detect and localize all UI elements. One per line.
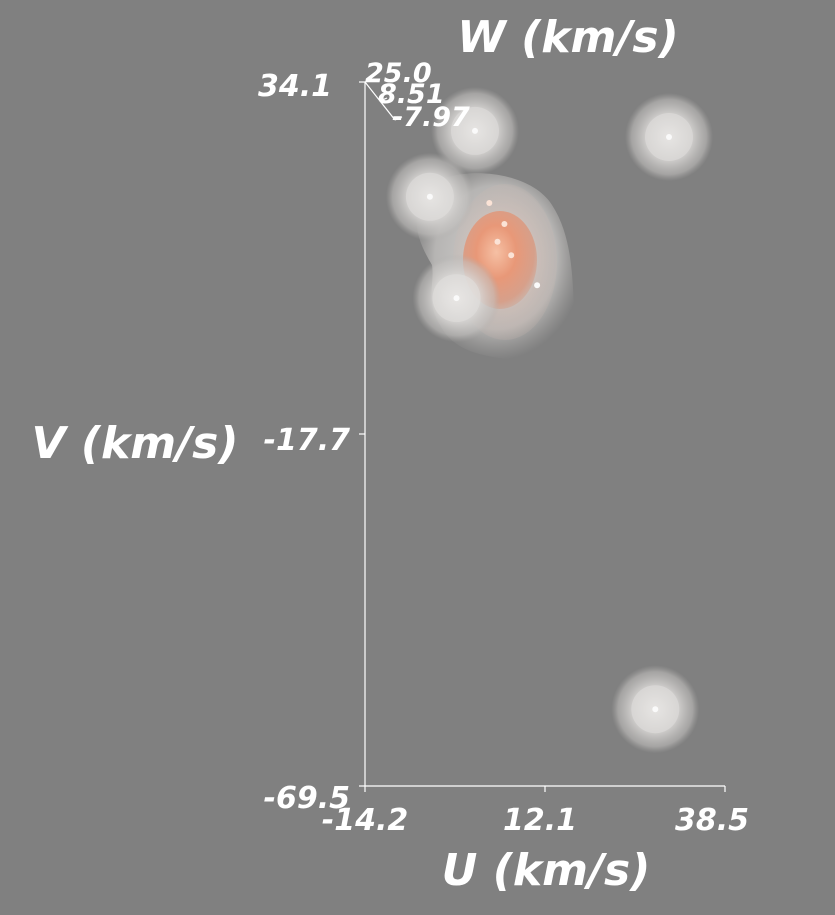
data-point-2: [426, 193, 433, 200]
data-points: [426, 127, 672, 713]
data-point-3: [486, 200, 493, 206]
data-point-4: [501, 221, 508, 227]
axes: [359, 78, 726, 792]
w-axis-title: W (km/s): [457, 12, 678, 63]
w-tick-label-3: -7.97: [392, 102, 470, 133]
data-point-5: [494, 238, 501, 245]
v-tick-label-mid: -17.7: [264, 423, 351, 458]
data-point-7: [534, 282, 541, 289]
v-tick-label-bottom: -69.5: [264, 781, 350, 816]
data-point-0: [472, 127, 478, 134]
u-tick-label-left: -14.2: [322, 803, 408, 838]
w-tick-3: [394, 116, 403, 121]
w-tick-1: [364, 78, 373, 83]
data-point-8: [453, 295, 460, 302]
data-point-6: [508, 252, 515, 259]
data-point-9: [652, 706, 659, 713]
w-tick-label-2: 8.51: [378, 79, 445, 110]
v-axis-title: V (km/s): [32, 418, 239, 469]
w-tick-label-1: 25.0: [365, 58, 432, 89]
u-tick-label-right: 38.5: [675, 803, 749, 838]
isolated-halos: [385, 86, 713, 754]
u-axis-title: U (km/s): [442, 845, 651, 896]
data-point-1: [666, 134, 672, 140]
v-tick-label-top: 34.1: [258, 69, 332, 104]
w-tick-2: [379, 97, 388, 102]
u-tick-label-mid: 12.1: [503, 803, 577, 838]
